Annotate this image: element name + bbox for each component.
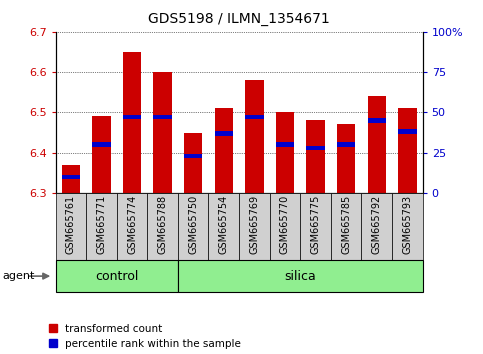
Bar — [331, 193, 361, 260]
Text: GSM665793: GSM665793 — [402, 195, 412, 254]
Text: control: control — [95, 270, 139, 282]
Text: GSM665769: GSM665769 — [249, 195, 259, 254]
Bar — [245, 115, 264, 120]
Bar — [178, 193, 209, 260]
Bar — [62, 165, 80, 193]
Bar — [62, 175, 80, 179]
Text: GSM665775: GSM665775 — [311, 195, 321, 254]
Bar — [368, 118, 386, 123]
Bar — [337, 142, 355, 147]
Bar — [276, 112, 294, 193]
Bar — [245, 80, 264, 193]
Text: GSM665761: GSM665761 — [66, 195, 76, 254]
Text: agent: agent — [2, 271, 35, 281]
Text: GSM665754: GSM665754 — [219, 195, 229, 254]
Bar — [117, 193, 147, 260]
Bar — [392, 193, 423, 260]
Bar — [56, 260, 178, 292]
Text: GSM665785: GSM665785 — [341, 195, 351, 254]
Text: GSM665770: GSM665770 — [280, 195, 290, 254]
Legend: transformed count, percentile rank within the sample: transformed count, percentile rank withi… — [49, 324, 241, 349]
Bar — [92, 142, 111, 147]
Bar — [92, 116, 111, 193]
Bar — [123, 52, 141, 193]
Bar — [56, 193, 86, 260]
Bar — [368, 96, 386, 193]
Bar — [398, 130, 416, 134]
Bar — [239, 193, 270, 260]
Bar — [276, 142, 294, 147]
Text: GDS5198 / ILMN_1354671: GDS5198 / ILMN_1354671 — [148, 12, 330, 27]
Text: GSM665788: GSM665788 — [157, 195, 168, 254]
Bar — [398, 108, 416, 193]
Bar — [214, 108, 233, 193]
Text: GSM665771: GSM665771 — [97, 195, 106, 254]
Bar — [306, 145, 325, 150]
Bar — [86, 193, 117, 260]
Text: GSM665774: GSM665774 — [127, 195, 137, 254]
Bar — [178, 260, 423, 292]
Bar — [184, 132, 202, 193]
Bar — [184, 154, 202, 158]
Bar — [154, 72, 172, 193]
Text: GSM665750: GSM665750 — [188, 195, 198, 254]
Bar — [147, 193, 178, 260]
Bar — [154, 115, 172, 120]
Bar — [337, 125, 355, 193]
Bar — [361, 193, 392, 260]
Text: silica: silica — [284, 270, 316, 282]
Bar — [214, 131, 233, 136]
Bar — [209, 193, 239, 260]
Text: GSM665792: GSM665792 — [372, 195, 382, 254]
Bar — [123, 115, 141, 120]
Bar — [306, 120, 325, 193]
Bar — [300, 193, 331, 260]
Bar — [270, 193, 300, 260]
